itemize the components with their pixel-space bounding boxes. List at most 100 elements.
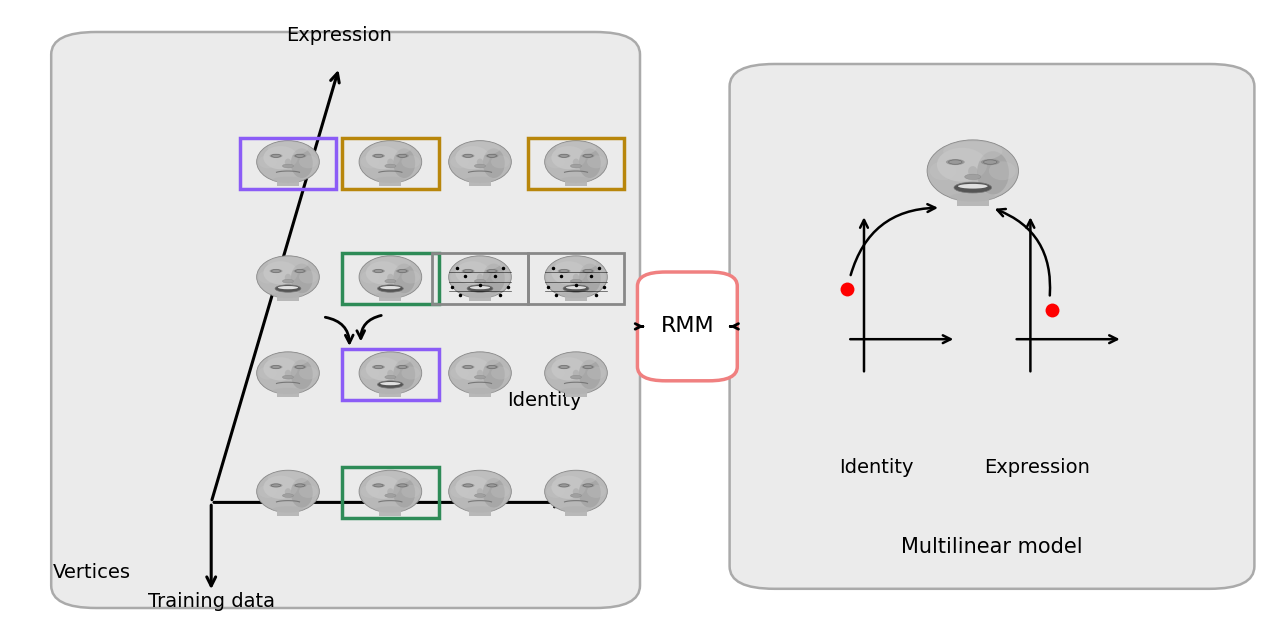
Ellipse shape	[300, 156, 317, 168]
Ellipse shape	[950, 192, 996, 202]
Ellipse shape	[559, 154, 568, 157]
Ellipse shape	[552, 476, 586, 499]
Ellipse shape	[396, 483, 408, 488]
Ellipse shape	[361, 156, 379, 168]
Ellipse shape	[270, 269, 283, 273]
Ellipse shape	[396, 365, 408, 369]
Ellipse shape	[545, 470, 607, 513]
Ellipse shape	[547, 367, 564, 380]
Bar	[468, 509, 492, 516]
Ellipse shape	[264, 476, 298, 499]
Ellipse shape	[581, 154, 594, 158]
Ellipse shape	[977, 151, 1009, 195]
Ellipse shape	[293, 154, 306, 158]
Ellipse shape	[561, 292, 591, 298]
Ellipse shape	[456, 357, 490, 381]
Ellipse shape	[393, 360, 415, 389]
Bar	[468, 180, 492, 186]
Ellipse shape	[476, 159, 484, 166]
Ellipse shape	[584, 484, 593, 487]
Ellipse shape	[283, 279, 293, 283]
Ellipse shape	[460, 141, 500, 156]
Ellipse shape	[291, 264, 312, 293]
Ellipse shape	[361, 271, 379, 284]
Ellipse shape	[954, 182, 992, 193]
Ellipse shape	[259, 156, 276, 168]
Ellipse shape	[980, 159, 1000, 165]
Ellipse shape	[475, 279, 485, 283]
Bar	[379, 509, 402, 516]
Ellipse shape	[572, 274, 580, 281]
Ellipse shape	[398, 365, 407, 369]
Bar	[239, 138, 337, 189]
Ellipse shape	[268, 471, 308, 485]
Ellipse shape	[374, 484, 383, 487]
Ellipse shape	[393, 148, 415, 178]
Ellipse shape	[965, 174, 980, 179]
Text: Identity: Identity	[507, 390, 581, 410]
Ellipse shape	[268, 257, 308, 271]
Ellipse shape	[296, 154, 305, 157]
Ellipse shape	[449, 141, 511, 183]
Ellipse shape	[547, 271, 564, 284]
FancyBboxPatch shape	[51, 32, 640, 608]
Ellipse shape	[360, 256, 421, 298]
Ellipse shape	[380, 382, 401, 385]
Ellipse shape	[273, 506, 303, 513]
Ellipse shape	[300, 367, 317, 380]
Ellipse shape	[296, 365, 305, 369]
Ellipse shape	[460, 353, 500, 367]
Ellipse shape	[968, 166, 978, 177]
Ellipse shape	[572, 488, 580, 495]
Ellipse shape	[475, 164, 485, 168]
Ellipse shape	[387, 488, 394, 495]
Ellipse shape	[284, 488, 292, 495]
Ellipse shape	[492, 485, 509, 498]
Ellipse shape	[588, 271, 605, 284]
Ellipse shape	[465, 506, 495, 513]
Ellipse shape	[259, 485, 276, 498]
Bar	[468, 391, 492, 397]
Ellipse shape	[291, 360, 312, 389]
Text: Expression: Expression	[287, 26, 392, 45]
Ellipse shape	[264, 146, 298, 170]
Ellipse shape	[465, 292, 495, 298]
Ellipse shape	[561, 177, 591, 183]
Bar	[276, 295, 300, 301]
Ellipse shape	[566, 286, 586, 289]
Ellipse shape	[268, 141, 308, 156]
Ellipse shape	[293, 483, 306, 488]
Ellipse shape	[366, 476, 401, 499]
Ellipse shape	[588, 367, 605, 380]
Ellipse shape	[398, 484, 407, 487]
Ellipse shape	[449, 470, 511, 513]
Ellipse shape	[552, 146, 586, 170]
Ellipse shape	[483, 148, 504, 178]
Bar	[527, 138, 625, 189]
Ellipse shape	[396, 154, 408, 158]
Bar	[342, 467, 439, 518]
Text: Training data: Training data	[147, 592, 275, 611]
Ellipse shape	[372, 269, 385, 273]
Ellipse shape	[462, 269, 475, 273]
Ellipse shape	[588, 485, 605, 498]
Bar	[956, 197, 989, 207]
Ellipse shape	[463, 269, 472, 273]
Ellipse shape	[579, 264, 600, 293]
Ellipse shape	[563, 285, 589, 292]
Ellipse shape	[927, 140, 1019, 202]
FancyBboxPatch shape	[730, 64, 1254, 589]
Ellipse shape	[465, 177, 495, 183]
Ellipse shape	[402, 156, 420, 168]
Ellipse shape	[492, 367, 509, 380]
Ellipse shape	[957, 184, 988, 189]
Ellipse shape	[374, 269, 383, 273]
Ellipse shape	[545, 352, 607, 394]
Ellipse shape	[271, 365, 280, 369]
Ellipse shape	[943, 141, 1002, 161]
Ellipse shape	[296, 269, 305, 273]
Ellipse shape	[467, 285, 493, 292]
Ellipse shape	[588, 156, 605, 168]
Ellipse shape	[470, 286, 490, 289]
Ellipse shape	[547, 156, 564, 168]
